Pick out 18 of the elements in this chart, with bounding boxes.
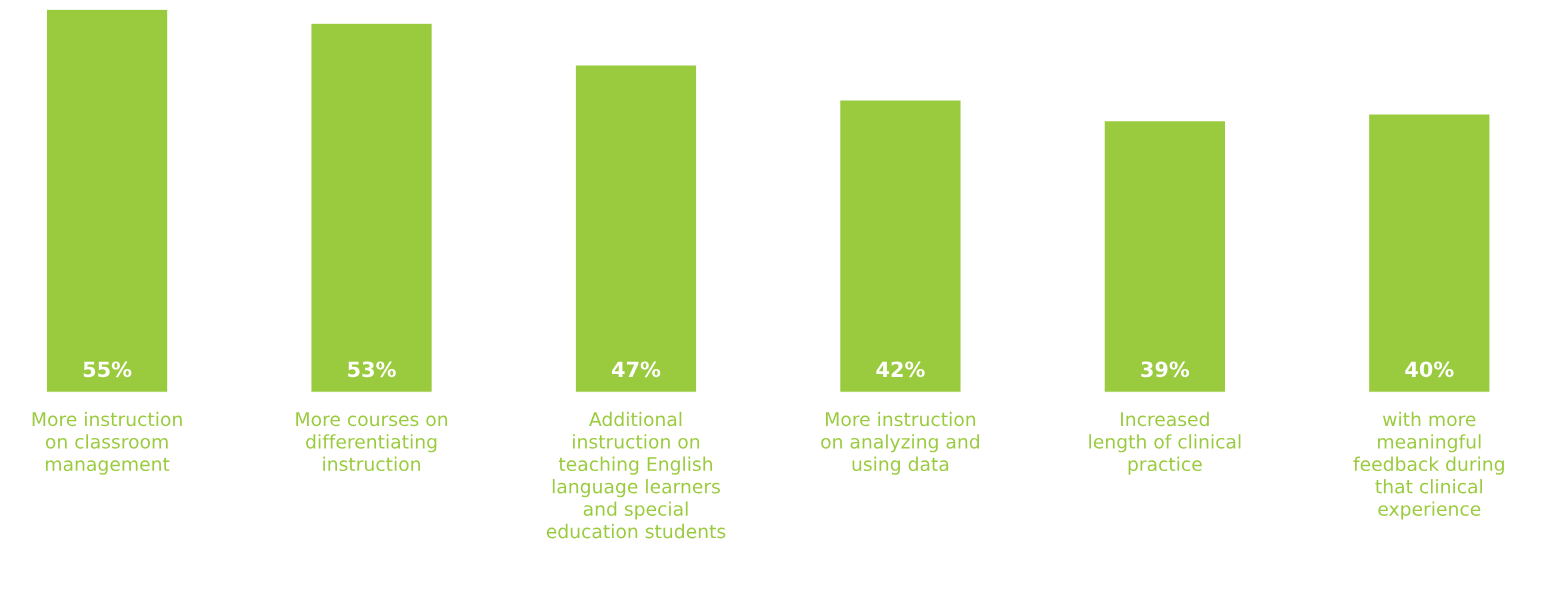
bar [310, 22, 434, 393]
data-label: 40% [1405, 361, 1454, 378]
x-tick-label: More instruction on analyzing and using data [821, 411, 979, 475]
bar [574, 64, 698, 393]
data-label: 42% [876, 361, 925, 378]
x-tick-label: with more meaningful feedback during that clinical experience [1353, 411, 1504, 520]
bar [838, 99, 962, 393]
x-tick-label: More courses on differentiating instruction [296, 412, 448, 472]
x-tick-label: Additional instruction on teaching English language learners and special education students [546, 411, 726, 539]
data-label: 47% [611, 361, 661, 378]
x-tick-label: Increased length of clinical practice [1089, 411, 1241, 475]
bar [1103, 119, 1227, 393]
x-tick-label: More instruction on classroom management [32, 411, 182, 475]
bar [1367, 112, 1491, 393]
data-label: 53% [348, 361, 396, 378]
data-label: 55% [83, 361, 132, 378]
bar [45, 9, 169, 393]
data-label: 39% [1141, 361, 1190, 378]
